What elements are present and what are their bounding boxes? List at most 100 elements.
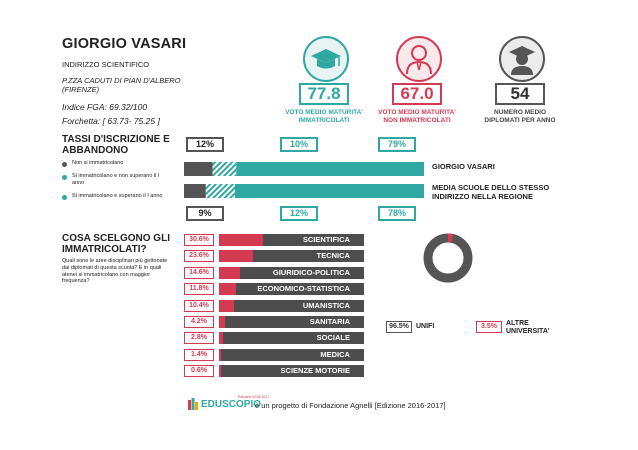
area-row: 4.2% SANITARIA (184, 315, 369, 328)
altre-pct: 3.5% (476, 321, 502, 333)
region-pct-abbandono: 12% (280, 206, 318, 221)
kpi-caption: NUMERO MEDIO DIPLOMATI PER ANNO (484, 109, 556, 124)
region-pct-superano: 78% (378, 206, 416, 221)
graduation-cap-icon (311, 49, 341, 69)
altre-label: ALTRE UNIVERSITA' (506, 320, 550, 335)
area-row: 23.6% TECNICA (184, 250, 369, 263)
choices-title-line2: IMMATRICOLATI? (62, 244, 147, 255)
area-row: 10.4% UMANISTICA (184, 299, 369, 312)
area-row: 14.6% GIURIDICO-POLITICA (184, 266, 369, 279)
segment-non-immatricolati (184, 184, 206, 198)
segment-superano (234, 184, 424, 198)
school-address: P.ZZA CADUTI DI PIAN D'ALBERO (62, 76, 181, 85)
eduscopio-logo: EDUSCOPIO (188, 398, 261, 410)
footer-text: è un progetto di Fondazione Agnelli [Edi… (255, 401, 446, 410)
eduscopio-mark-icon (188, 398, 198, 410)
area-pct: 30.6% (184, 234, 214, 246)
area-bar-value (219, 315, 226, 328)
enrollment-title: TASSI D'ISCRIZIONE E ABBANDONO (62, 134, 170, 156)
kpi-non-immatricolati: 67.0 VOTO MEDIO MATURITA' NON IMMATRICOL… (378, 36, 456, 124)
legend-item: Si immatricolano e superano il I anno (62, 193, 172, 200)
enrollment-legend: Non si immatricolano Si immatricolano e … (62, 160, 172, 200)
kpi-circle (499, 36, 545, 82)
unifi-label: UNIFI (416, 323, 435, 330)
area-row: 1.4% MEDICA (184, 348, 369, 361)
kpi-value: 77.8 (299, 83, 349, 105)
area-pct: 1.4% (184, 348, 214, 361)
universities-donut (423, 233, 473, 283)
region-pct-non-immatricolati: 9% (186, 206, 224, 221)
area-bar-track: MEDICA (221, 348, 364, 361)
kpi-immatricolati: 77.8 VOTO MEDIO MATURITA' IMMATRICOLATI (285, 36, 363, 124)
area-row: 30.6% SCIENTIFICA (184, 234, 369, 246)
school-pct-superano: 79% (378, 137, 416, 152)
area-bar-track: SOCIALE (223, 332, 364, 345)
area-bar-value (219, 283, 237, 296)
school-name: GIORGIO VASARI (62, 36, 187, 52)
fga-range: Forchetta: [ 63.73- 75.25 ] (62, 116, 160, 126)
kpi-value: 54 (495, 83, 545, 105)
kpi-circle (303, 36, 349, 82)
legend-dot (62, 175, 67, 180)
region-stacked-bar (184, 184, 424, 198)
area-bar-value (219, 266, 241, 279)
choices-title: COSA SCELGONO GLI IMMATRICOLATI? (62, 233, 170, 255)
school-row-label: GIORGIO VASARI (432, 162, 495, 171)
kpi-value: 67.0 (392, 83, 442, 105)
area-bar-value (219, 234, 264, 246)
area-bar-value (219, 365, 221, 378)
segment-abbandono (205, 184, 235, 198)
legend-dot (62, 195, 67, 200)
choices-subtitle: Quali sono le aree disciplinari più gett… (62, 258, 168, 285)
area-bar-value (219, 332, 224, 345)
donut-slice-altre (423, 233, 473, 283)
area-row: 11.8% ECONOMICO-STATISTICA (184, 283, 369, 296)
area-bar-track: ECONOMICO-STATISTICA (236, 283, 364, 296)
area-row: 2.8% SOCIALE (184, 332, 369, 345)
legend-label: Non si immatricolano (72, 160, 124, 166)
person-icon (406, 45, 432, 75)
area-pct: 0.6% (184, 365, 214, 378)
kpi-diplomati: 54 NUMERO MEDIO DIPLOMATI PER ANNO (483, 36, 557, 124)
fga-index: Indice FGA: 69.32/100 (62, 102, 148, 112)
school-city: (FIRENZE) (62, 85, 100, 94)
school-pct-abbandono: 10% (280, 137, 318, 152)
area-pct: 2.8% (184, 332, 214, 345)
area-bar-value (219, 299, 235, 312)
kpi-caption: VOTO MEDIO MATURITA' NON IMMATRICOLATI (378, 109, 456, 124)
legend-item: Si immatricolano e non superano il I ann… (62, 173, 172, 187)
area-bar-value (219, 348, 222, 361)
segment-abbandono (212, 162, 237, 176)
kpi-caption: VOTO MEDIO MATURITA' IMMATRICOLATI (285, 109, 363, 124)
school-pct-non-immatricolati: 12% (186, 137, 224, 152)
legend-dot (62, 162, 67, 167)
area-bar-track: GIURIDICO-POLITICA (240, 266, 364, 279)
area-bar-track: SCIENZE MOTORIE (221, 365, 364, 378)
choices-title-line1: COSA SCELGONO GLI (62, 233, 170, 244)
area-row: 0.6% SCIENZE MOTORIE (184, 365, 369, 378)
legend-label: Si immatricolano e superano il I anno (72, 193, 163, 199)
area-bar-track: SANITARIA (225, 315, 364, 328)
legend-item: Non si immatricolano (62, 160, 172, 167)
area-bar-track: UMANISTICA (234, 299, 364, 312)
segment-superano (236, 162, 424, 176)
area-bar-track: SCIENTIFICA (263, 234, 364, 246)
area-pct: 10.4% (184, 299, 214, 312)
area-pct: 4.2% (184, 315, 214, 328)
kpi-circle (396, 36, 442, 82)
area-pct: 23.6% (184, 250, 214, 263)
area-bar-track: TECNICA (253, 250, 364, 263)
segment-non-immatricolati (184, 162, 213, 176)
donut-slice-unifi (423, 233, 473, 283)
area-pct: 14.6% (184, 266, 214, 279)
school-track: INDIRIZZO SCIENTIFICO (62, 60, 150, 69)
area-bar-value (219, 250, 254, 263)
school-stacked-bar (184, 162, 424, 176)
legend-label: Si immatricolano e non superano il I ann… (72, 173, 160, 186)
areas-chart: 30.6% SCIENTIFICA 23.6% TECNICA 14.6% GIURIDI… (184, 234, 369, 382)
graduate-person-icon (509, 46, 535, 75)
enrollment-title-line2: ABBANDONO (62, 145, 129, 156)
unifi-pct: 96.5% (386, 321, 412, 333)
enrollment-bars (184, 162, 424, 198)
area-pct: 11.8% (184, 283, 214, 296)
